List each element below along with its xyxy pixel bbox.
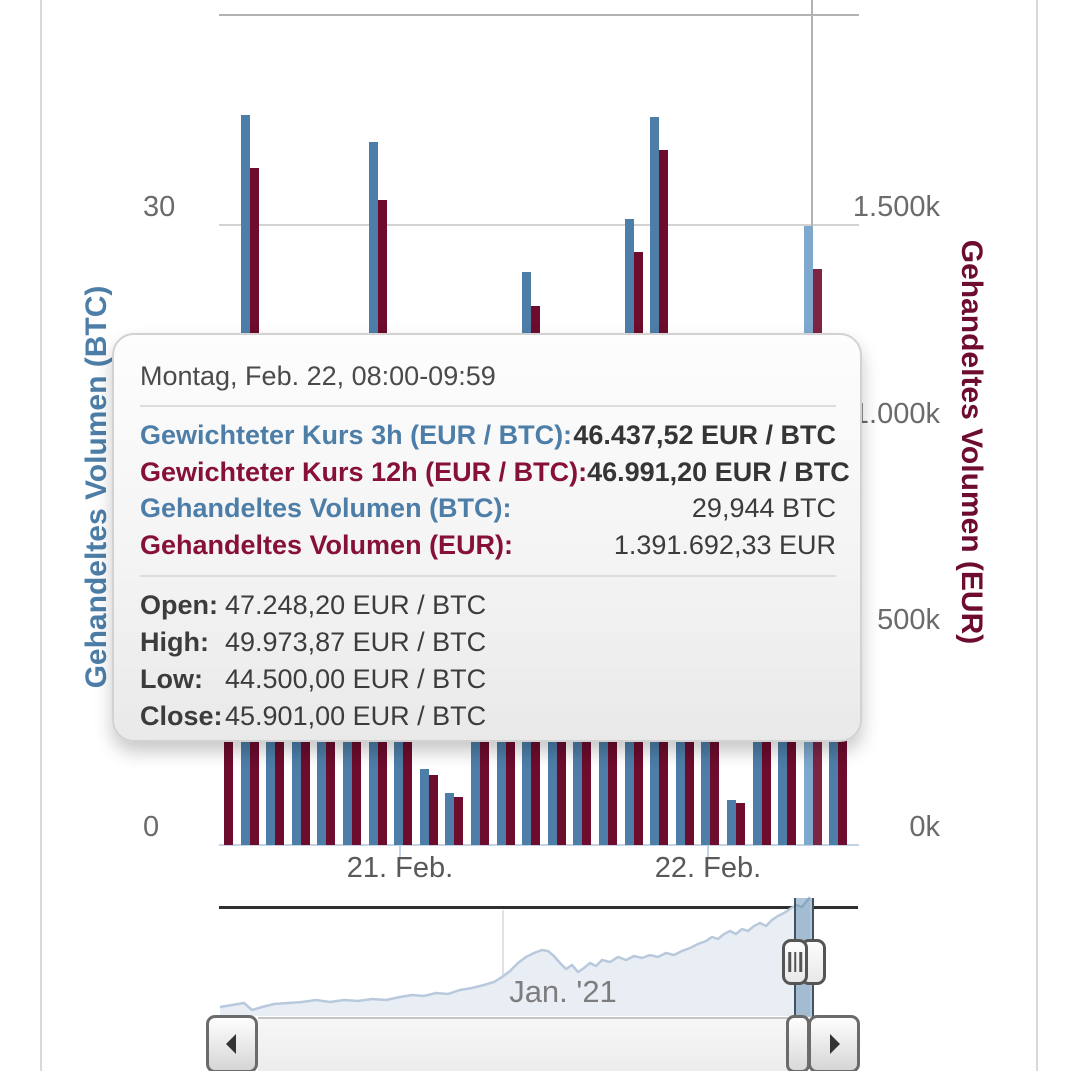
y-right-tick-500k: 500k <box>877 604 940 636</box>
x-label-22feb: 22. Feb. <box>654 852 762 884</box>
x-label-21feb: 21. Feb. <box>346 852 454 884</box>
navigator-left-handle[interactable] <box>782 939 808 985</box>
scrollbar-right-button[interactable] <box>808 1015 860 1071</box>
arrow-left-icon <box>226 1034 236 1054</box>
volume-bar[interactable] <box>445 793 455 845</box>
y-right-axis-title: Gehandeltes Volumen (EUR) <box>955 239 988 645</box>
navigator-month-label: Jan. '21 <box>509 974 617 1009</box>
navigator-top-border <box>219 906 795 909</box>
y-right-tick-1500k: 1.500k <box>852 191 940 223</box>
tooltip-value: 46.437,52 EUR / BTC <box>573 420 836 450</box>
tooltip-label: Low: <box>140 664 203 694</box>
tooltip-row-kurs-3h: Gewichteter Kurs 3h (EUR / BTC): 46.437,… <box>140 417 836 454</box>
y-right-tick-1000k: 1.000k <box>852 398 940 430</box>
tooltip-value: 29,944 BTC <box>691 493 836 523</box>
scrollbar-left-button[interactable] <box>206 1015 258 1071</box>
tooltip-header: Montag, Feb. 22, 08:00-09:59 <box>140 361 496 391</box>
x-axis-line <box>219 844 859 846</box>
tooltip-label: Close: <box>140 701 223 731</box>
page-left-border <box>40 0 42 1071</box>
tooltip-row-high: High: 49.973,87 EUR / BTC <box>140 624 836 661</box>
y-right-tick-0k: 0k <box>909 811 940 843</box>
chart-tooltip: Montag, Feb. 22, 08:00-09:59 Gewichteter… <box>112 333 862 742</box>
volume-bar[interactable] <box>736 803 745 845</box>
volume-bar[interactable] <box>419 768 429 845</box>
volume-bar[interactable] <box>454 796 464 845</box>
y-left-tick-0: 0 <box>143 811 160 843</box>
tooltip-value: 47.248,20 EUR / BTC <box>225 590 487 620</box>
tooltip-value: 45.901,00 EUR / BTC <box>225 701 487 731</box>
tooltip-divider <box>140 405 836 407</box>
tooltip-value: 46.991,20 EUR / BTC <box>587 456 850 487</box>
arrow-right-icon <box>830 1034 840 1054</box>
tooltip-label: High: <box>140 627 209 657</box>
tooltip-row-kurs-12h: Gewichteter Kurs 12h (EUR / BTC): 46.991… <box>140 454 850 491</box>
handle-grip-icon <box>788 952 802 972</box>
x-tick-21feb <box>399 846 401 858</box>
tooltip-divider <box>140 575 836 577</box>
tooltip-value: 1.391.692,33 EUR <box>613 529 836 560</box>
tooltip-label: Gehandeltes Volumen (BTC): <box>140 493 512 523</box>
tooltip-row-close: Close: 45.901,00 EUR / BTC <box>140 698 836 735</box>
volume-bar[interactable] <box>428 775 438 845</box>
navigator-gridline <box>502 910 504 1016</box>
tooltip-label: Open: <box>140 590 218 620</box>
scrollbar-thumb[interactable] <box>786 1015 810 1071</box>
tooltip-label: Gehandeltes Volumen (EUR): <box>140 529 514 560</box>
gridline-30 <box>219 224 859 226</box>
navigator-top-border <box>814 906 858 909</box>
tooltip-value: 44.500,00 EUR / BTC <box>225 664 487 694</box>
tooltip-row-volumen-btc: Gehandeltes Volumen (BTC): 29,944 BTC <box>140 490 836 527</box>
tooltip-value: 49.973,87 EUR / BTC <box>225 627 487 657</box>
volume-bar[interactable] <box>480 650 489 845</box>
tooltip-row-low: Low: 44.500,00 EUR / BTC <box>140 661 836 698</box>
volume-bar[interactable] <box>727 799 736 845</box>
tooltip-label: Gewichteter Kurs 12h (EUR / BTC): <box>140 456 588 487</box>
tooltip-row-volumen-eur: Gehandeltes Volumen (EUR): 1.391.692,33 … <box>140 527 836 564</box>
y-left-axis-title: Gehandeltes Volumen (BTC) <box>80 285 113 689</box>
page-right-border <box>1036 0 1038 1071</box>
tooltip-label: Gewichteter Kurs 3h (EUR / BTC): <box>140 420 573 450</box>
scrollbar-track[interactable] <box>258 1017 808 1071</box>
y-left-tick-30: 30 <box>143 191 176 223</box>
gridline-top <box>219 14 859 16</box>
tooltip-row-open: Open: 47.248,20 EUR / BTC <box>140 587 836 624</box>
x-tick-22feb <box>707 846 709 858</box>
